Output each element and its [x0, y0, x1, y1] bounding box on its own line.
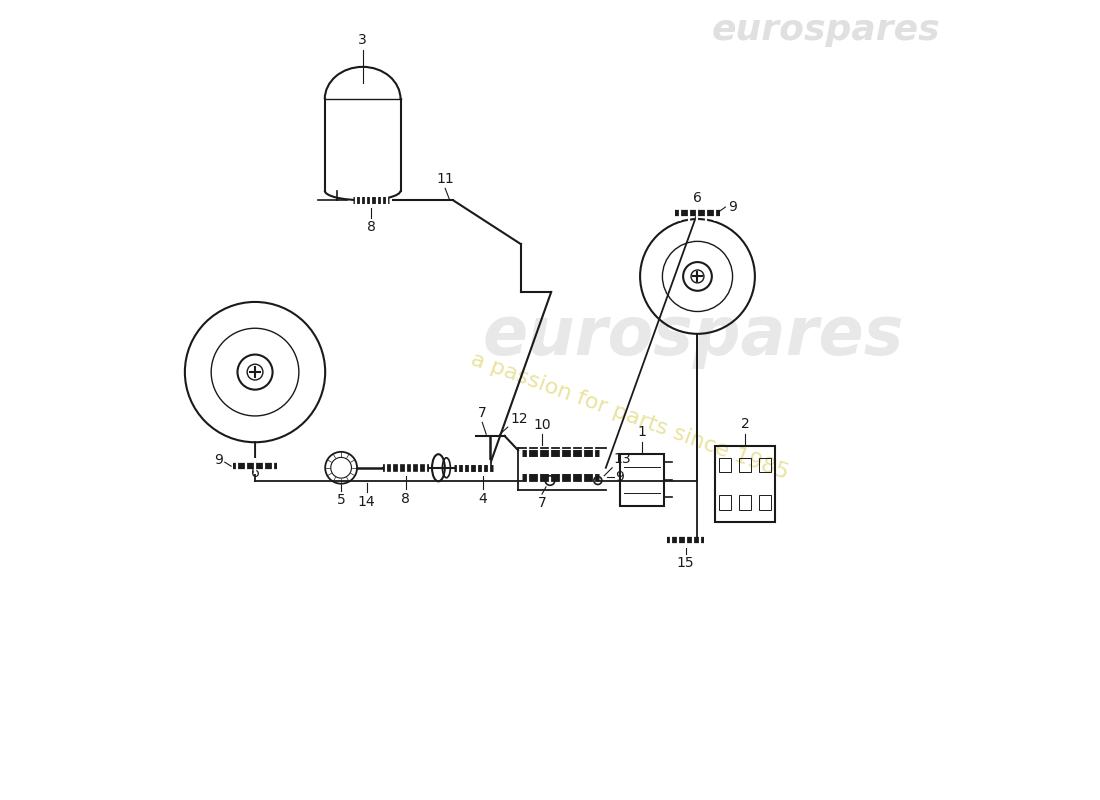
Text: 3: 3 — [359, 34, 367, 47]
Text: 6: 6 — [693, 190, 702, 205]
Bar — [759, 495, 771, 510]
Text: 9: 9 — [728, 200, 737, 214]
Text: 7: 7 — [477, 406, 486, 420]
Text: 9: 9 — [214, 453, 223, 466]
Text: 8: 8 — [367, 220, 376, 234]
Text: 9: 9 — [615, 470, 624, 484]
Bar — [759, 458, 771, 472]
Text: 8: 8 — [402, 492, 410, 506]
Text: eurospares: eurospares — [483, 303, 904, 370]
Text: 4: 4 — [478, 492, 487, 506]
Text: 14: 14 — [358, 495, 375, 509]
Text: a passion for parts since 1985: a passion for parts since 1985 — [468, 349, 791, 483]
Text: 6: 6 — [251, 466, 260, 480]
Text: 10: 10 — [534, 418, 551, 432]
Text: eurospares: eurospares — [712, 14, 940, 47]
Text: 13: 13 — [614, 452, 631, 466]
Text: 12: 12 — [510, 412, 528, 426]
Text: 7: 7 — [538, 497, 547, 510]
Text: 1: 1 — [637, 426, 646, 439]
Bar — [739, 495, 751, 510]
Bar — [619, 454, 663, 506]
Text: 11: 11 — [437, 172, 454, 186]
Bar — [715, 446, 775, 522]
Text: 5: 5 — [337, 494, 345, 507]
Text: 2: 2 — [741, 418, 750, 431]
Bar — [719, 495, 732, 510]
Bar — [719, 458, 732, 472]
Text: 15: 15 — [676, 556, 694, 570]
Bar — [739, 458, 751, 472]
